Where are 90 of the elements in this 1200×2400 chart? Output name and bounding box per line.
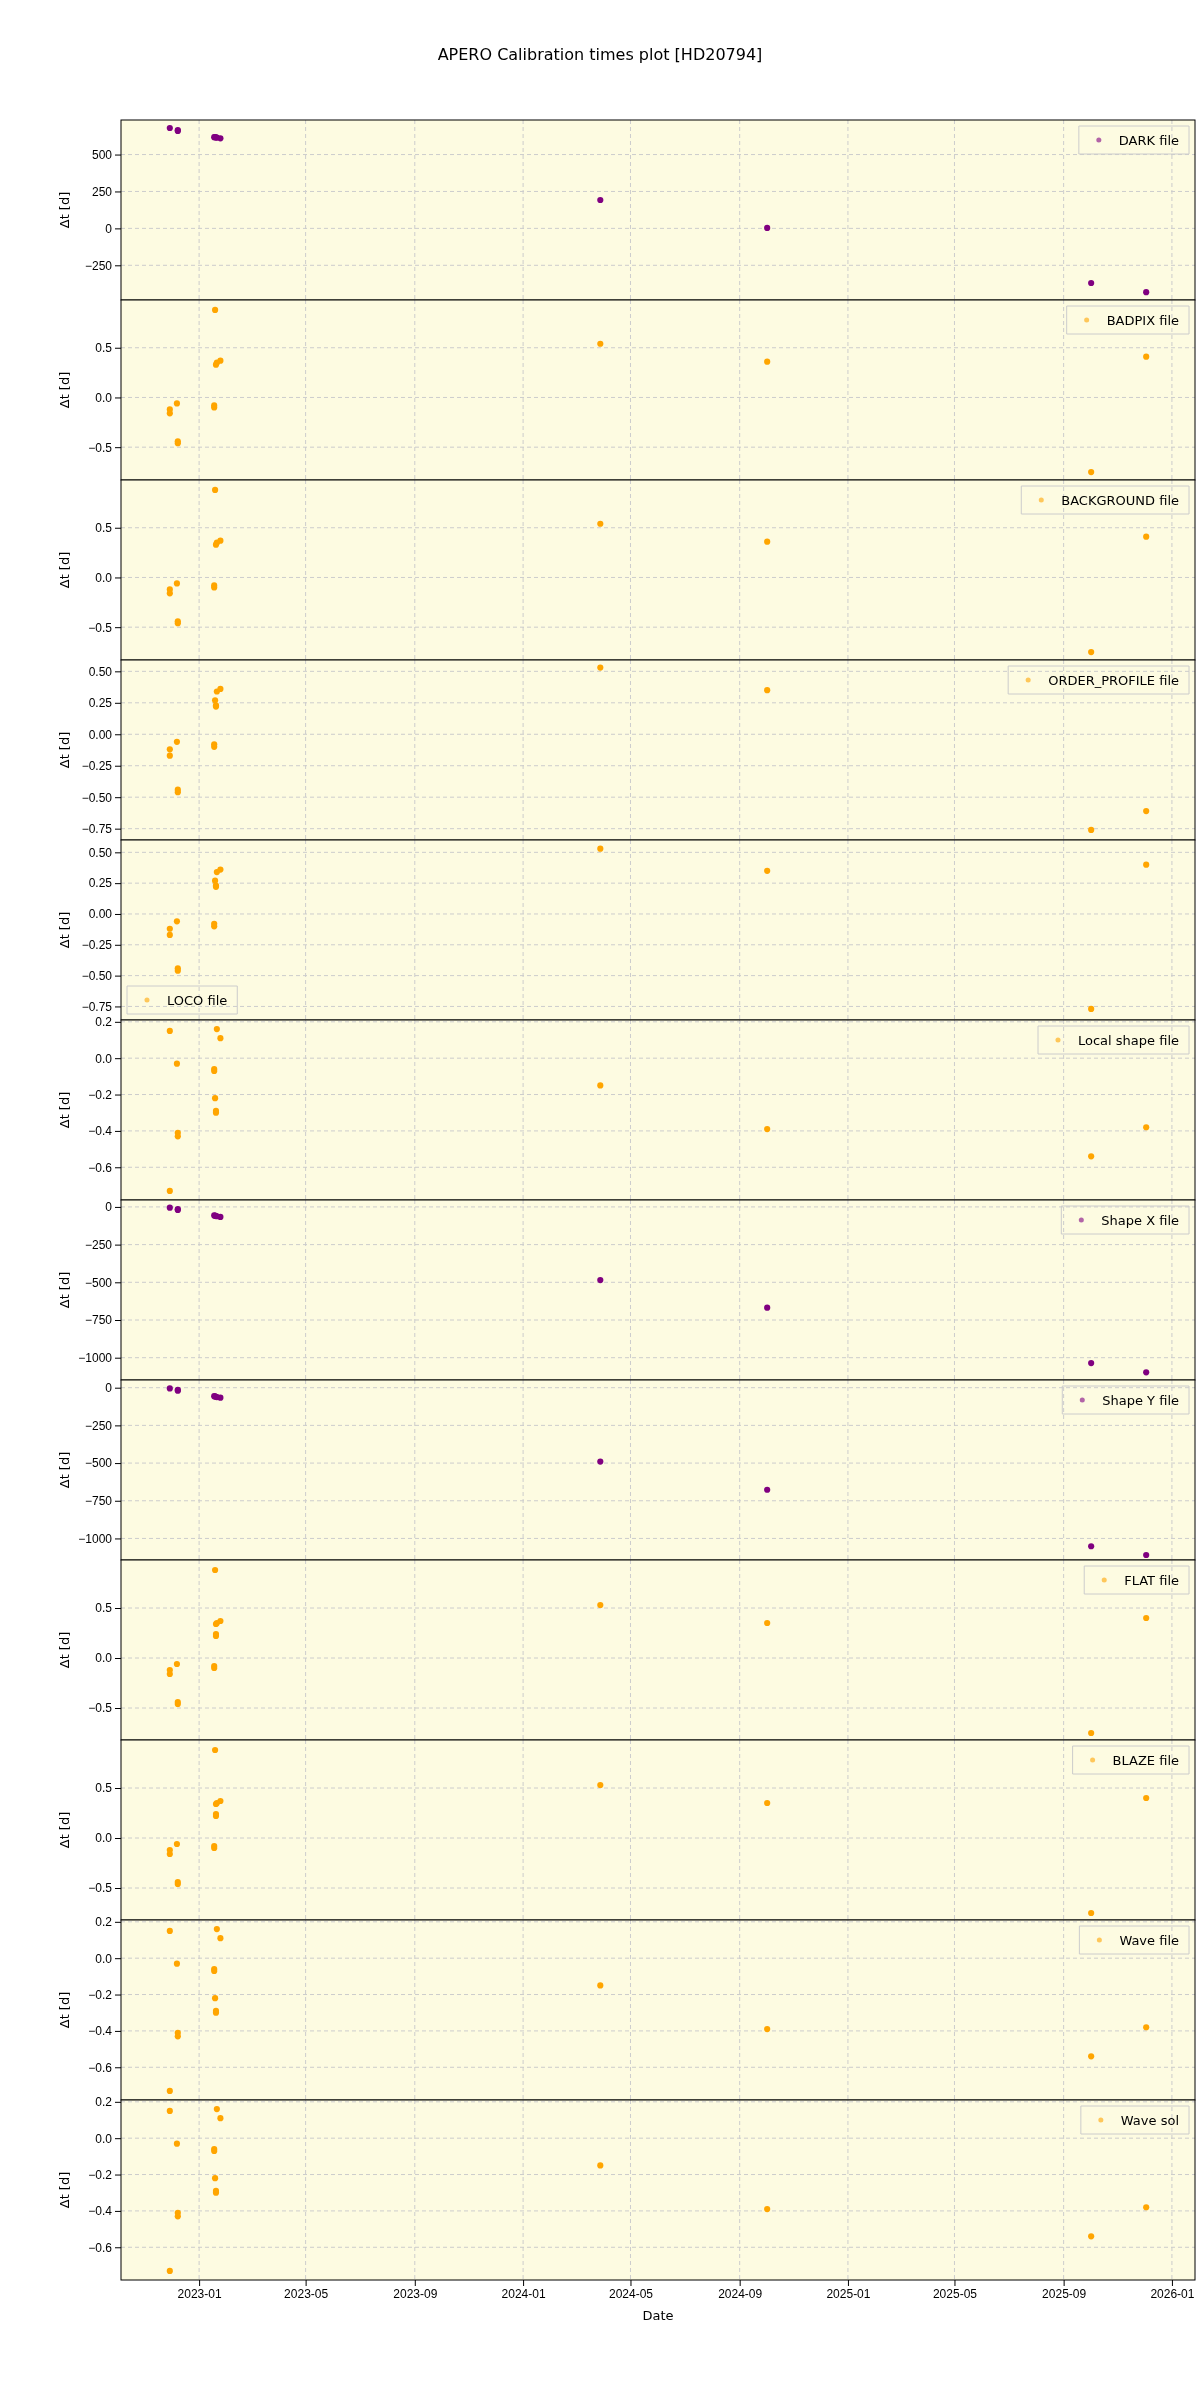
y-axis-title: Δt [d] [57, 1991, 72, 2029]
legend: LOCO file [126, 985, 238, 1015]
y-tick-label: −500 [84, 1275, 113, 1290]
y-tick-label: −0.4 [88, 2024, 113, 2039]
y-tick-label: 0.0 [95, 570, 113, 585]
y-tick-label: 0 [105, 1200, 113, 1215]
legend: Local shape file [1037, 1025, 1190, 1055]
legend: Wave sol [1080, 2105, 1190, 2135]
y-tick-label: −750 [84, 1313, 113, 1328]
y-tick-label: −0.5 [88, 440, 113, 455]
chart-title: APERO Calibration times plot [HD20794] [437, 45, 763, 64]
y-axis-title: Δt [d] [57, 191, 72, 229]
series-label: LOCO file [167, 992, 228, 1008]
y-axis-title: Δt [d] [57, 1811, 72, 1849]
y-tick-label: 0.0 [95, 390, 113, 405]
y-axis-title: Δt [d] [57, 1451, 72, 1489]
y-axis-title: Δt [d] [57, 1091, 72, 1129]
x-tick-label: 2025-01 [826, 2286, 871, 2301]
y-tick-label: −0.25 [81, 938, 113, 953]
y-tick-label: 0.0 [95, 1051, 113, 1066]
legend: ORDER_PROFILE file [1007, 665, 1190, 695]
y-tick-label: −0.75 [81, 999, 113, 1014]
y-tick-label: 0.2 [95, 2095, 113, 2110]
y-tick-label: −250 [84, 258, 113, 273]
y-tick-label: −0.5 [88, 620, 113, 635]
legend: BADPIX file [1066, 305, 1190, 335]
y-axis-title: Δt [d] [57, 731, 72, 769]
y-tick-label: −1000 [78, 1351, 113, 1366]
y-tick-label: −500 [84, 1456, 113, 1471]
y-tick-label: 0.5 [95, 341, 113, 356]
y-tick-label: −0.25 [81, 759, 113, 774]
y-tick-label: −0.2 [88, 1087, 113, 1102]
y-tick-label: −0.50 [81, 790, 113, 805]
x-tick-label: 2025-05 [932, 2286, 978, 2301]
x-tick-label: 2023-05 [284, 2286, 329, 2301]
y-tick-label: 0.50 [88, 845, 113, 860]
legend: Shape Y file [1061, 1385, 1190, 1415]
y-tick-label: 0.00 [88, 907, 113, 922]
legend: BACKGROUND file [1020, 485, 1190, 515]
x-tick-label: 2023-09 [393, 2286, 438, 2301]
x-tick-label: 2024-01 [501, 2286, 546, 2301]
y-axis-title: Δt [d] [57, 1631, 72, 1669]
y-tick-label: 0.25 [88, 696, 113, 711]
y-axis-title: Δt [d] [57, 1271, 72, 1309]
y-tick-label: 0.2 [95, 1015, 113, 1030]
y-tick-label: 250 [91, 184, 113, 199]
y-axis-title: Δt [d] [57, 911, 72, 949]
y-tick-label: 0.0 [95, 1951, 113, 1966]
y-tick-label: 0.5 [95, 521, 113, 536]
y-tick-label: −0.5 [88, 1881, 113, 1896]
y-tick-label: 0.5 [95, 1601, 113, 1616]
y-tick-label: −0.4 [88, 1124, 113, 1139]
y-axis-title: Δt [d] [57, 371, 72, 409]
x-tick-label: 2023-01 [177, 2286, 222, 2301]
y-axis-title: Δt [d] [57, 551, 72, 589]
y-axis-title: Δt [d] [57, 2171, 72, 2209]
y-tick-label: −1000 [78, 1531, 113, 1546]
y-tick-label: 0.50 [88, 664, 113, 679]
y-tick-label: 0.25 [88, 876, 113, 891]
x-tick-label: 2024-09 [718, 2286, 763, 2301]
y-tick-label: 0.5 [95, 1781, 113, 1796]
legend: Shape X file [1060, 1205, 1190, 1235]
y-tick-label: −0.50 [81, 968, 113, 983]
legend: FLAT file [1083, 1565, 1190, 1595]
y-tick-label: 0.00 [88, 727, 113, 742]
y-tick-label: 0.0 [95, 2131, 113, 2146]
x-tick-label: 2026-01 [1150, 2286, 1195, 2301]
y-tick-label: 500 [91, 147, 113, 162]
y-tick-label: −0.2 [88, 1987, 113, 2002]
x-tick-label: 2024-05 [608, 2286, 654, 2301]
legend: BLAZE file [1072, 1745, 1190, 1775]
y-tick-label: −0.5 [88, 1701, 113, 1716]
legend: DARK file [1078, 125, 1190, 155]
legend: Wave file [1078, 1925, 1190, 1955]
y-tick-label: −0.75 [81, 822, 113, 837]
y-tick-label: −0.2 [88, 2167, 113, 2182]
x-tick-label: 2025-09 [1042, 2286, 1087, 2301]
y-tick-label: 0.0 [95, 1831, 113, 1846]
y-tick-label: −0.6 [88, 2240, 113, 2255]
y-tick-label: −250 [84, 1237, 113, 1252]
y-tick-label: 0.0 [95, 1651, 113, 1666]
y-tick-label: −750 [84, 1494, 113, 1509]
y-tick-label: 0 [105, 221, 113, 236]
x-axis-title: Date [642, 2308, 674, 2323]
y-tick-label: −0.4 [88, 2204, 113, 2219]
y-tick-label: −0.6 [88, 2060, 113, 2075]
y-tick-label: −0.6 [88, 1160, 113, 1175]
y-tick-label: −250 [84, 1418, 113, 1433]
y-tick-label: 0 [105, 1381, 113, 1396]
y-tick-label: 0.2 [95, 1915, 113, 1930]
